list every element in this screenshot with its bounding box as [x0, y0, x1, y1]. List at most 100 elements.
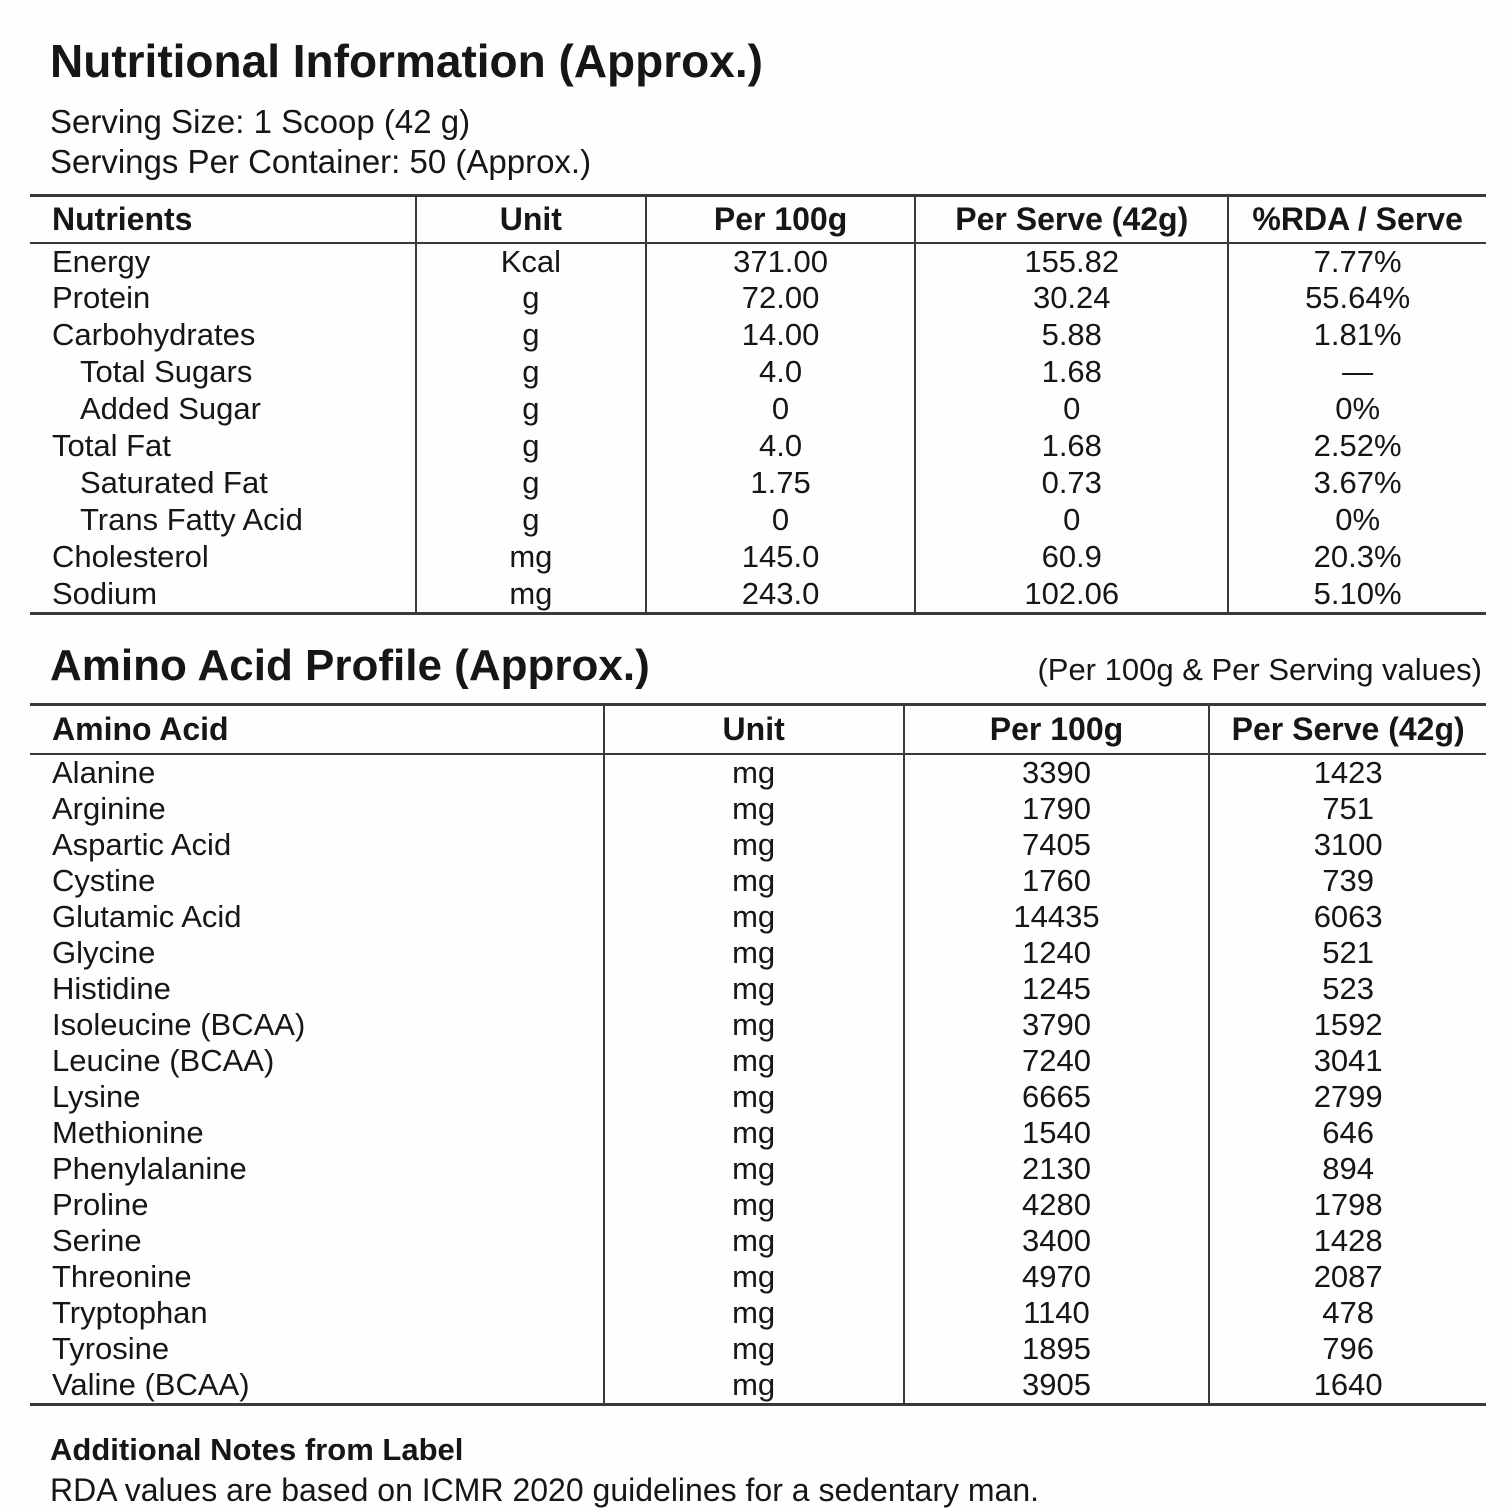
- table-row: Tyrosine mg 1895 796: [30, 1331, 1486, 1367]
- cell-per_serve: 646: [1208, 1115, 1486, 1151]
- cell-name: Arginine: [52, 791, 166, 826]
- cell-per_100g: 145.0: [644, 538, 916, 576]
- cell-unit: mg: [602, 1367, 904, 1405]
- cell-unit: mg: [602, 1187, 904, 1223]
- cell-name: Total Fat: [52, 428, 171, 463]
- table-row: Isoleucine (BCAA) mg 3790 1592: [30, 1007, 1486, 1043]
- cell-per_serve: 1640: [1208, 1367, 1486, 1405]
- cell-name: Alanine: [52, 755, 156, 790]
- cell-per_100g: 3790: [902, 1007, 1210, 1043]
- col-header-per-100g: Per 100g: [644, 195, 916, 244]
- cell-name: Aspartic Acid: [52, 827, 232, 862]
- cell-per_100g: 6665: [902, 1079, 1210, 1115]
- cell-rda: 0%: [1227, 501, 1486, 539]
- table-row: Glutamic Acid mg 14435 6063: [30, 899, 1486, 935]
- cell-rda: 20.3%: [1227, 538, 1486, 576]
- table-row: Proline mg 4280 1798: [30, 1187, 1486, 1223]
- cell-per_serve: 30.24: [914, 279, 1229, 317]
- cell-name: Proline: [52, 1187, 149, 1222]
- cell-per_serve: 5.88: [914, 316, 1229, 354]
- cell-per_100g: 72.00: [644, 279, 916, 317]
- cell-per_100g: 7405: [902, 827, 1210, 863]
- cell-name: Lysine: [52, 1079, 141, 1114]
- cell-unit: mg: [602, 1151, 904, 1187]
- cell-unit: mg: [602, 754, 904, 791]
- cell-per_100g: 243.0: [644, 575, 916, 613]
- cell-unit: g: [414, 427, 646, 465]
- cell-name: Cholesterol: [52, 539, 209, 574]
- table-row: Protein g 72.00 30.24 55.64%: [30, 279, 1486, 317]
- cell-unit: g: [414, 501, 646, 539]
- page-title: Nutritional Information (Approx.): [50, 35, 763, 87]
- table-row: Cholesterol mg 145.0 60.9 20.3%: [30, 538, 1486, 576]
- cell-per_serve: 796: [1208, 1331, 1486, 1367]
- cell-per_100g: 3905: [902, 1367, 1210, 1405]
- cell-name: Total Sugars: [80, 354, 253, 389]
- cell-per_100g: 3390: [902, 754, 1210, 791]
- cell-per_serve: 1798: [1208, 1187, 1486, 1223]
- cell-per_100g: 1540: [902, 1115, 1210, 1151]
- cell-unit: mg: [602, 1259, 904, 1295]
- cell-unit: mg: [602, 791, 904, 827]
- cell-rda: 55.64%: [1227, 279, 1486, 317]
- cell-unit: mg: [602, 1331, 904, 1367]
- table-row: Total Fat g 4.0 1.68 2.52%: [30, 427, 1486, 465]
- cell-unit: Kcal: [414, 242, 646, 280]
- table-row: Arginine mg 1790 751: [30, 791, 1486, 827]
- cell-per_serve: 102.06: [914, 575, 1229, 613]
- table-row: Total Sugars g 4.0 1.68—: [30, 353, 1486, 391]
- cell-per_100g: 4.0: [644, 353, 916, 391]
- cell-per_100g: 4970: [902, 1259, 1210, 1295]
- cell-name: Phenylalanine: [52, 1151, 247, 1186]
- cell-unit: mg: [602, 1295, 904, 1331]
- cell-per_100g: 14.00: [644, 316, 916, 354]
- table-row: Tryptophan mg 1140 478: [30, 1295, 1486, 1331]
- cell-per_100g: 1140: [902, 1295, 1210, 1331]
- cell-name: Glycine: [52, 935, 156, 970]
- cell-per_serve: 0: [914, 501, 1229, 539]
- servings-per-container-line: Servings Per Container: 50 (Approx.): [50, 143, 592, 180]
- cell-rda: 1.81%: [1227, 316, 1486, 354]
- additional-notes: Additional Notes from Label RDA values a…: [50, 1432, 1486, 1512]
- amino-section-title: Amino Acid Profile (Approx.): [50, 640, 650, 690]
- cell-unit: mg: [602, 899, 904, 935]
- cell-unit: g: [414, 353, 646, 391]
- cell-unit: mg: [602, 971, 904, 1007]
- cell-per_serve: 2799: [1208, 1079, 1486, 1115]
- cell-per_serve: 894: [1208, 1151, 1486, 1187]
- table-row: Threonine mg 4970 2087: [30, 1259, 1486, 1295]
- cell-rda: —: [1227, 353, 1486, 391]
- cell-per_100g: 1895: [902, 1331, 1210, 1367]
- cell-per_serve: 0: [914, 390, 1229, 428]
- col-header-unit: Unit: [414, 195, 646, 244]
- nutrition-header-row: Nutrients Unit Per 100g Per Serve (42g) …: [30, 195, 1486, 244]
- notes-title: Additional Notes from Label: [50, 1432, 464, 1467]
- table-row: Glycine mg 1240 521: [30, 935, 1486, 971]
- table-row: Phenylalanine mg 2130 894: [30, 1151, 1486, 1187]
- cell-unit: mg: [602, 863, 904, 899]
- cell-name: Trans Fatty Acid: [80, 502, 303, 537]
- cell-per_serve: 521: [1208, 935, 1486, 971]
- table-row: Serine mg 3400 1428: [30, 1223, 1486, 1259]
- cell-per_serve: 1423: [1208, 754, 1486, 791]
- cell-unit: mg: [602, 827, 904, 863]
- cell-name: Tyrosine: [52, 1331, 170, 1366]
- cell-per_100g: 4280: [902, 1187, 1210, 1223]
- cell-per_serve: 3041: [1208, 1043, 1486, 1079]
- cell-per_100g: 0: [644, 501, 916, 539]
- table-row: Sodium mg 243.0 102.06 5.10%: [30, 575, 1486, 613]
- cell-per_serve: 739: [1208, 863, 1486, 899]
- table-row: Leucine (BCAA) mg 7240 3041: [30, 1043, 1486, 1079]
- cell-per_serve: 60.9: [914, 538, 1229, 576]
- amino-header-row: Amino Acid Unit Per 100g Per Serve (42g): [30, 704, 1486, 755]
- cell-name: Serine: [52, 1223, 142, 1258]
- cell-name: Added Sugar: [80, 391, 261, 426]
- table-row: Alanine mg 3390 1423: [30, 754, 1486, 791]
- cell-per_100g: 14435: [902, 899, 1210, 935]
- cell-per_serve: 6063: [1208, 899, 1486, 935]
- cell-per_100g: 1240: [902, 935, 1210, 971]
- cell-per_100g: 3400: [902, 1223, 1210, 1259]
- table-row: Histidine mg 1245 523: [30, 971, 1486, 1007]
- cell-rda: 0%: [1227, 390, 1486, 428]
